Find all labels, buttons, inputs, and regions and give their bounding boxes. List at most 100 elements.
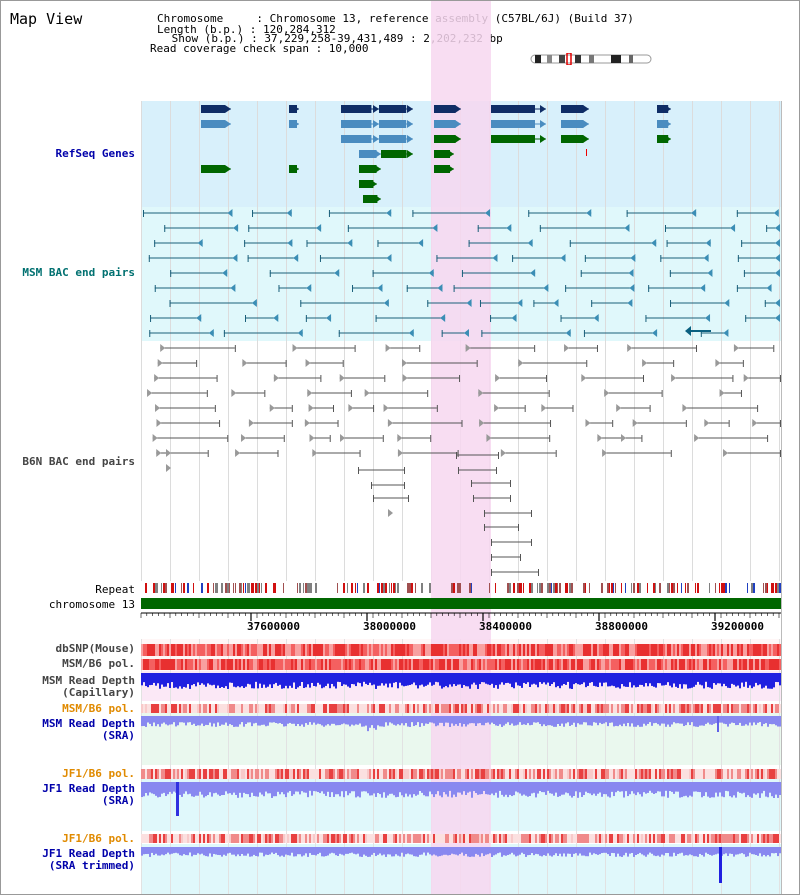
heatmap-cell — [509, 644, 511, 656]
read-depth-bar — [241, 673, 243, 687]
msm-bac-end-marker — [527, 239, 533, 247]
read-depth-bar — [753, 782, 755, 794]
heatmap-cell — [601, 834, 603, 843]
read-depth-bar — [201, 673, 203, 684]
read-depth-bar — [579, 716, 581, 725]
track-label-jf1-b6-pol-2[interactable]: JF1/B6 pol. — [62, 832, 135, 845]
track-label-msm-b6-pol-2[interactable]: MSM/B6 pol. — [62, 702, 135, 715]
grid-line — [257, 639, 258, 894]
track-label-jf1-depth-trim[interactable]: JF1 Read Depth — [42, 847, 135, 860]
heatmap-cell — [357, 704, 359, 713]
heatmap-cell — [531, 644, 533, 656]
read-depth-bar — [591, 716, 593, 726]
b6n-bac-end — [538, 569, 539, 576]
read-depth-bar — [203, 782, 205, 798]
msm-bac-end-marker — [492, 254, 498, 262]
heatmap-cell — [653, 834, 655, 843]
read-depth-bar — [141, 782, 143, 798]
heatmap-cell — [265, 704, 267, 713]
read-depth-bar — [171, 782, 173, 794]
heatmap-cell — [337, 769, 339, 779]
heatmap-cell — [575, 834, 577, 843]
heatmap-cell — [703, 659, 705, 670]
track-label-b6n-bac[interactable]: B6N BAC end pairs — [22, 455, 135, 468]
read-depth-bar — [511, 782, 513, 797]
heatmap-cell — [761, 769, 763, 779]
track-label-msm-b6-pol-1[interactable]: MSM/B6 pol. — [62, 657, 135, 670]
read-depth-bar — [317, 847, 319, 855]
read-depth-bar — [205, 782, 207, 797]
read-depth-bar — [643, 847, 645, 856]
repeat-element — [379, 583, 380, 593]
track-label-msm-depth-sra[interactable]: MSM Read Depth — [42, 717, 135, 730]
read-depth-bar — [519, 673, 521, 686]
read-depth-bar — [707, 847, 709, 854]
track-label-msm-bac[interactable]: MSM BAC end pairs — [22, 266, 135, 279]
track-label-jf1-b6-pol-1[interactable]: JF1/B6 pol. — [62, 767, 135, 780]
repeat-element — [421, 583, 423, 593]
b6n-bac-end-marker — [388, 509, 393, 517]
read-depth-bar — [233, 716, 235, 727]
heatmap-cell — [233, 659, 235, 670]
heatmap-cell — [359, 704, 361, 713]
read-depth-bar — [343, 716, 345, 724]
read-depth-bar — [565, 673, 567, 685]
heatmap-cell — [169, 644, 171, 656]
msm-bac-end — [441, 330, 443, 337]
heatmap-cell — [311, 769, 313, 779]
heatmap-cell — [477, 644, 479, 656]
heatmap-cell — [445, 834, 447, 843]
read-depth-bar — [155, 716, 157, 727]
read-depth-bar — [767, 673, 769, 689]
gene-arrow — [373, 105, 379, 113]
read-depth-bar — [549, 847, 551, 856]
b6n-bac-end — [283, 435, 285, 442]
heatmap-cell — [621, 644, 623, 656]
gene-exon — [359, 150, 377, 158]
track-label-jf1-depth-sra[interactable]: JF1 Read Depth — [42, 782, 135, 795]
read-depth-bar — [727, 673, 729, 688]
read-depth-bar — [361, 716, 363, 727]
heatmap-cell — [729, 644, 731, 656]
read-depth-bar — [659, 782, 661, 792]
read-depth-bar — [667, 847, 669, 853]
read-depth-bar — [553, 782, 555, 796]
track-label-dbsnp[interactable]: dbSNP(Mouse) — [55, 642, 135, 655]
heatmap-cell — [247, 659, 249, 670]
read-depth-bar — [575, 673, 577, 684]
read-depth-bar — [321, 716, 323, 726]
read-depth-bar — [649, 847, 651, 853]
read-depth-tracks — [141, 673, 781, 883]
read-depth-bar — [547, 716, 549, 726]
heatmap-cell — [309, 769, 311, 779]
read-depth-bar — [663, 716, 665, 724]
heatmap-cell — [315, 769, 317, 779]
track-label-msm-depth-cap[interactable]: MSM Read Depth — [42, 674, 135, 687]
heatmap-cell — [173, 644, 175, 656]
read-depth-bar — [559, 716, 561, 726]
msm-bac-end-marker — [463, 329, 469, 337]
heatmap-cell — [219, 644, 221, 656]
chromosome-ideogram[interactable] — [529, 53, 653, 65]
heatmap-cell — [289, 659, 291, 670]
heatmap-cell — [553, 769, 555, 779]
read-depth-bar — [711, 782, 713, 798]
heatmap-cell — [169, 834, 171, 843]
read-depth-bar — [463, 847, 465, 856]
gene-exon — [201, 120, 225, 128]
heatmap-cell — [207, 704, 209, 713]
heatmap-cell — [371, 644, 373, 656]
heatmap-cell — [175, 704, 177, 713]
heatmap-cell — [419, 704, 421, 713]
read-depth-bar — [565, 847, 567, 857]
gene-arrow — [407, 135, 413, 143]
msm-bac-end-marker — [230, 284, 236, 292]
track-label-refseq[interactable]: RefSeq Genes — [55, 147, 135, 160]
msm-bac-end — [580, 270, 582, 277]
read-depth-bar — [757, 847, 759, 856]
heatmap-cell — [191, 644, 193, 656]
b6n-bac-end — [696, 345, 698, 352]
read-depth-bar — [571, 716, 573, 725]
heatmap-cell — [275, 659, 277, 670]
